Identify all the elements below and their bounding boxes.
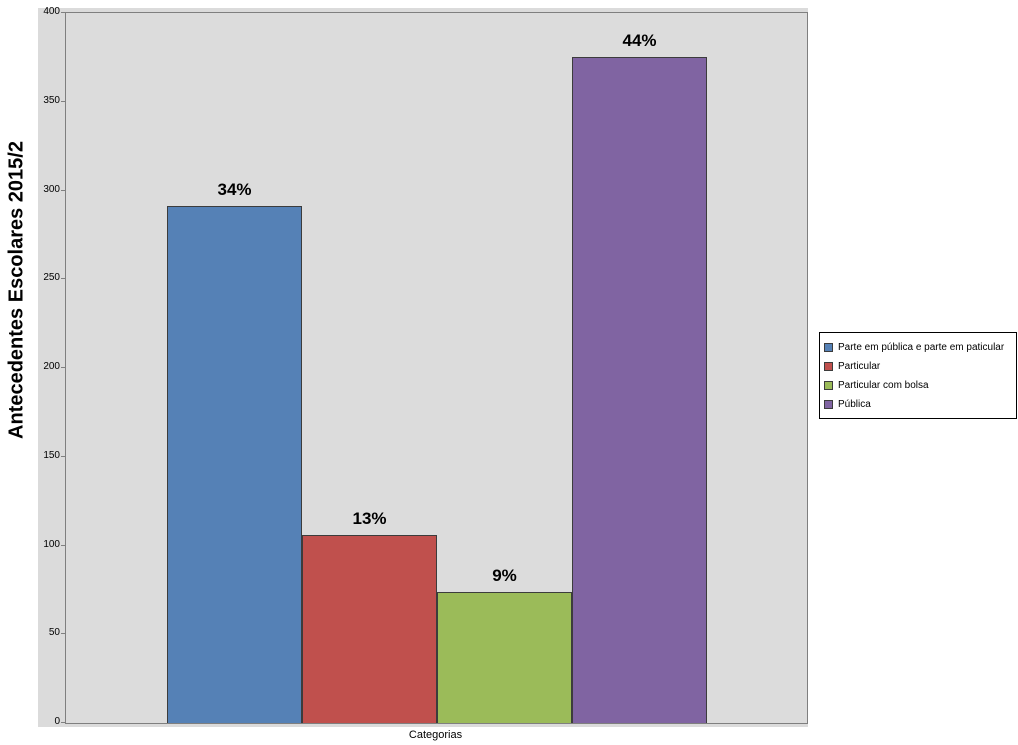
y-tick-label: 100 — [43, 538, 60, 550]
y-tick-label: 0 — [54, 716, 60, 727]
y-tick-mark — [61, 455, 65, 457]
y-tick-mark — [61, 100, 65, 102]
bar-4 — [572, 57, 707, 723]
bar-value-label: 9% — [492, 566, 517, 585]
legend-item-label: Particular com bolsa — [838, 380, 929, 391]
legend-item-label: Particular — [838, 361, 881, 372]
legend: Parte em pública e parte em paticular Par… — [819, 332, 1017, 419]
y-tick-label: 400 — [43, 6, 60, 17]
bar-3 — [437, 592, 572, 723]
y-tick-mark — [61, 544, 65, 546]
legend-swatch-icon — [824, 362, 833, 371]
y-tick-label: 300 — [43, 183, 60, 195]
legend-item-2: Particular — [824, 357, 1012, 376]
x-axis-label: Categorias — [408, 729, 463, 741]
legend-swatch-icon — [824, 381, 833, 390]
y-tick-label: 350 — [43, 94, 60, 106]
y-tick-mark — [61, 633, 65, 635]
bar-value-label: 34% — [217, 180, 252, 199]
chart-area: 34% 13% 9% 44% 400 350 300 250 200 150 100 50 0 — [38, 6, 808, 727]
legend-swatch-icon — [824, 343, 833, 352]
y-tick-label: 250 — [43, 272, 60, 284]
bar-1 — [167, 206, 302, 723]
legend-item-3: Particular com bolsa — [824, 376, 1012, 395]
y-tick-mark — [61, 367, 65, 368]
y-tick-mark — [61, 189, 65, 191]
legend-item-label: Pública — [838, 399, 871, 410]
legend-item-label: Parte em pública e parte em paticular — [838, 342, 1005, 353]
y-tick-mark — [61, 722, 65, 723]
bar-2 — [302, 535, 437, 723]
legend-swatch-icon — [824, 400, 833, 409]
y-tick-mark — [61, 278, 65, 280]
bar-value-label: 13% — [352, 509, 387, 528]
y-tick-label: 50 — [48, 627, 60, 639]
legend-item-4: Pública — [824, 395, 1012, 414]
y-tick-label: 200 — [43, 361, 60, 372]
legend-item-1: Parte em pública e parte em paticular — [824, 338, 1012, 357]
plot-area: 34% 13% 9% 44% — [65, 12, 808, 724]
bar-value-label: 44% — [622, 31, 657, 50]
y-axis-title: Antecedentes Escolares 2015/2 — [5, 141, 28, 439]
y-tick-mark — [61, 12, 65, 13]
y-tick-label: 150 — [43, 449, 60, 461]
